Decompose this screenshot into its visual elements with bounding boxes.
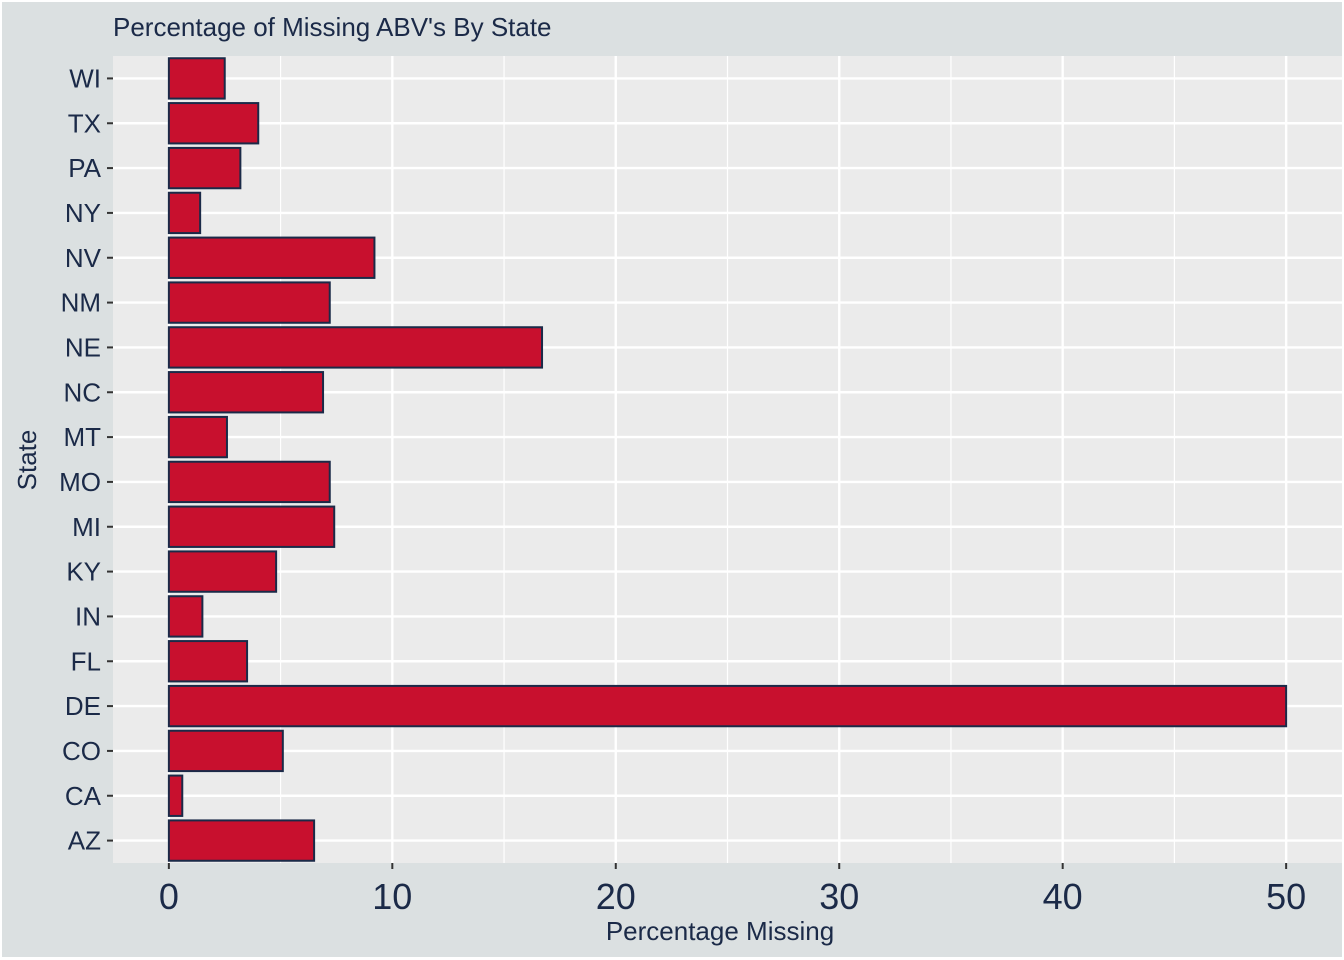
bar-in (167, 595, 204, 638)
x-tick-label: 10 (372, 876, 412, 917)
bar-nv (167, 236, 376, 279)
bar-wi (167, 57, 226, 100)
bar-ne (167, 326, 544, 369)
y-tick-label: MT (63, 422, 101, 452)
bars (167, 57, 1288, 862)
bar-pa (167, 146, 242, 190)
y-axis-title: State (12, 430, 42, 491)
bar-mi (167, 505, 336, 548)
y-tick-label: PA (68, 153, 101, 183)
bar-az (167, 819, 316, 862)
x-axis: 0 10 20 30 40 50 (159, 863, 1306, 917)
y-tick-label: DE (65, 691, 101, 721)
x-tick-label: 30 (819, 876, 859, 917)
y-tick-label: NC (63, 377, 101, 407)
bar-ca (167, 774, 184, 817)
bar-mo (167, 460, 331, 504)
bar-de (167, 684, 1288, 728)
y-tick-label: NM (61, 288, 101, 318)
bar-tx (167, 102, 260, 145)
bar-nc (167, 371, 325, 414)
bar-ky (167, 550, 278, 593)
y-tick-label: FL (71, 646, 101, 676)
chart-title: Percentage of Missing ABV's By State (113, 12, 552, 42)
y-tick-label: AZ (68, 826, 101, 856)
bar-fl (167, 640, 249, 683)
bar-co (167, 729, 284, 773)
x-tick-label: 0 (159, 876, 179, 917)
y-tick-label: NY (65, 198, 101, 228)
y-tick-label: WI (69, 63, 101, 93)
bar-nm (167, 281, 331, 324)
bar-mt (167, 415, 228, 459)
y-tick-label: KY (66, 557, 101, 587)
bar-ny (167, 191, 202, 235)
x-axis-title: Percentage Missing (606, 916, 834, 946)
y-tick-label: CO (62, 736, 101, 766)
y-tick-label: TX (68, 108, 101, 138)
y-tick-label: IN (75, 601, 101, 631)
x-tick-label: 20 (596, 876, 636, 917)
y-tick-label: NE (65, 332, 101, 362)
y-tick-label: MO (59, 467, 101, 497)
y-axis: AZ CA CO DE FL IN KY MI MO MT NC NE NM NV NY PA TX WI (59, 63, 113, 856)
y-tick-label: MI (72, 512, 101, 542)
x-tick-label: 40 (1043, 876, 1083, 917)
y-tick-label: NV (65, 243, 102, 273)
x-tick-label: 50 (1266, 876, 1306, 917)
y-tick-label: CA (65, 781, 102, 811)
